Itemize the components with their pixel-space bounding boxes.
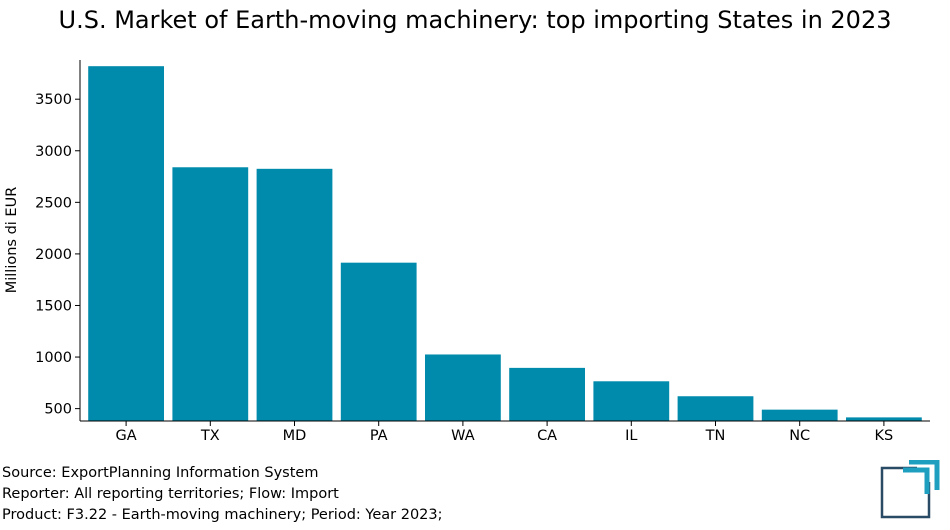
- footer-reporter: Reporter: All reporting territories; Flo…: [2, 486, 339, 502]
- bar-ks: [846, 417, 922, 421]
- x-tick-label: KS: [875, 428, 894, 444]
- x-tick-label: CA: [537, 428, 557, 444]
- bar-ca: [509, 367, 585, 421]
- y-tick-label: 1000: [35, 350, 72, 366]
- x-tick-label: NC: [789, 428, 810, 444]
- bar-nc: [761, 409, 838, 421]
- x-tick-label: GA: [116, 428, 137, 444]
- bar-md: [256, 168, 333, 421]
- y-tick-label: 3000: [35, 144, 72, 160]
- x-tick-label: WA: [451, 428, 475, 444]
- x-tick-label: PA: [370, 428, 388, 444]
- y-tick-label: 3500: [35, 92, 72, 108]
- bar-tx: [172, 167, 249, 421]
- y-axis-label: Millions di EUR: [4, 187, 20, 294]
- y-tick-label: 1500: [35, 298, 72, 314]
- bar-tn: [677, 396, 754, 421]
- x-tick-label: TN: [705, 428, 726, 444]
- footer-product: Product: F3.22 - Earth-moving machinery;…: [2, 507, 443, 523]
- y-tick-label: 2000: [35, 247, 72, 263]
- y-tick-label: 2500: [35, 195, 72, 211]
- x-tick-label: TX: [200, 428, 220, 444]
- y-ticks-group: 500 1000 1500 2000 2500 3000 3500: [35, 92, 80, 418]
- x-tick-label: MD: [283, 428, 307, 444]
- bars-group: [88, 66, 922, 421]
- bar-wa: [425, 354, 501, 421]
- exportplanning-logo-icon: [880, 460, 940, 519]
- bar-ga: [88, 66, 164, 421]
- bar-pa: [340, 262, 417, 421]
- bar-chart: 500 1000 1500 2000 2500 3000 3500 GA TX MD PA WA CA…: [4, 60, 930, 444]
- bar-il: [593, 381, 670, 421]
- footer-source: Source: ExportPlanning Information Syste…: [2, 465, 319, 481]
- chart-title: U.S. Market of Earth-moving machinery: t…: [58, 6, 892, 34]
- x-tick-label: IL: [625, 428, 637, 444]
- x-ticks-group: GA TX MD PA WA CA IL TN NC KS: [116, 421, 894, 444]
- y-tick-label: 500: [44, 402, 72, 418]
